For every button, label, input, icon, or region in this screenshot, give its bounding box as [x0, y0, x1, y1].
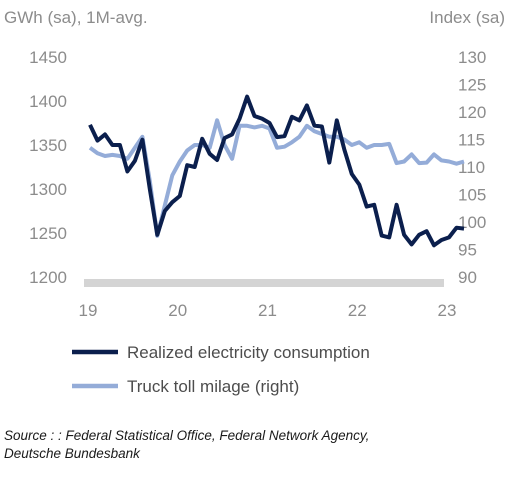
- right-tick-label: 95: [458, 241, 477, 260]
- left-tick-label: 1200: [29, 268, 67, 287]
- series-line-electricity: [88, 94, 465, 248]
- x-tick-label: 20: [168, 301, 187, 320]
- left-tick-labels: 1200 1250 1300 1350 1400 1450: [29, 48, 67, 287]
- x-tick-label: 23: [438, 301, 457, 320]
- right-tick-label: 105: [458, 186, 486, 205]
- right-tick-label: 115: [458, 131, 485, 150]
- source-note: Source : : Federal Statistical Office, F…: [4, 428, 369, 461]
- right-tick-label: 120: [458, 103, 486, 122]
- left-tick-label: 1450: [29, 48, 67, 67]
- x-tick-label: 19: [79, 301, 98, 320]
- legend-item-truck-toll: Truck toll milage (right): [72, 377, 299, 396]
- right-axis-title: Index (sa): [429, 8, 505, 27]
- right-tick-label: 130: [458, 48, 486, 67]
- left-tick-label: 1400: [29, 92, 67, 111]
- legend-label-truck-toll: Truck toll milage (right): [127, 377, 299, 396]
- left-tick-label: 1350: [29, 136, 67, 155]
- right-tick-label: 125: [458, 76, 486, 95]
- left-tick-label: 1250: [29, 224, 67, 243]
- legend-label-electricity: Realized electricity consumption: [127, 343, 370, 362]
- x-axis: 19 20 21 22 23: [79, 279, 457, 320]
- x-tick-label: 22: [348, 301, 367, 320]
- series-lines: [88, 94, 465, 248]
- left-tick-label: 1300: [29, 180, 67, 199]
- right-tick-label: 100: [458, 213, 486, 232]
- source-line-1: Source : : Federal Statistical Office, F…: [4, 428, 369, 443]
- source-line-2: Deutsche Bundesbank: [4, 446, 141, 461]
- right-tick-labels: 90 95 100 105 110 115 120 125 130: [458, 48, 486, 287]
- x-axis-bar: [84, 279, 444, 287]
- legend: Realized electricity consumption Truck t…: [72, 343, 370, 396]
- legend-item-electricity: Realized electricity consumption: [72, 343, 370, 362]
- right-tick-label: 110: [458, 158, 485, 177]
- x-tick-label: 21: [258, 301, 277, 320]
- left-axis-title: GWh (sa), 1M-avg.: [4, 8, 148, 27]
- right-tick-label: 90: [458, 268, 477, 287]
